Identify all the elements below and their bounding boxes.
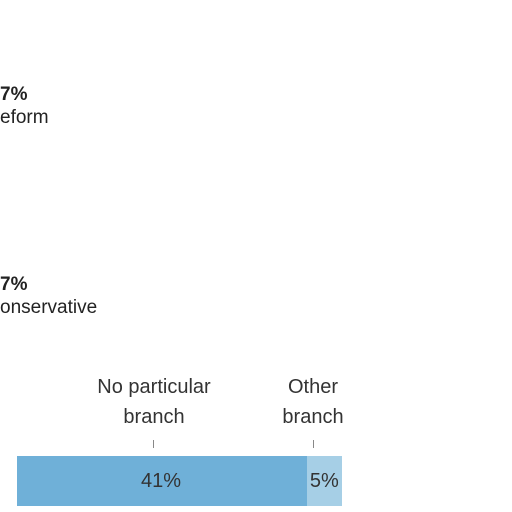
- category-label-no-particular-branch: No particular branch: [56, 372, 252, 432]
- category-label-other-branch: Other branch: [254, 372, 372, 432]
- tick-no-particular-branch: [153, 440, 154, 448]
- reform-name: eform: [0, 106, 49, 128]
- bar-segment-other-branch: [306, 456, 342, 506]
- bar-value-label-no-particular-branch: 41%: [140, 470, 182, 492]
- reform-percent: 7%: [0, 84, 28, 105]
- bar-value-label-other-branch: 5%: [309, 470, 339, 492]
- category-label-line: No particular: [97, 376, 211, 398]
- conservative-name: onservative: [0, 296, 98, 318]
- category-label-line: branch: [123, 406, 185, 428]
- tick-other-branch: [313, 440, 314, 448]
- conservative-percent: 7%: [0, 274, 28, 295]
- category-label-line: branch: [282, 406, 344, 428]
- stack-label-conservative: 7% onservative: [0, 274, 97, 320]
- category-label-line: Other: [287, 376, 339, 398]
- stack-label-reform: 7% eform: [0, 84, 49, 130]
- bar-segment-no-particular-branch: [17, 456, 307, 506]
